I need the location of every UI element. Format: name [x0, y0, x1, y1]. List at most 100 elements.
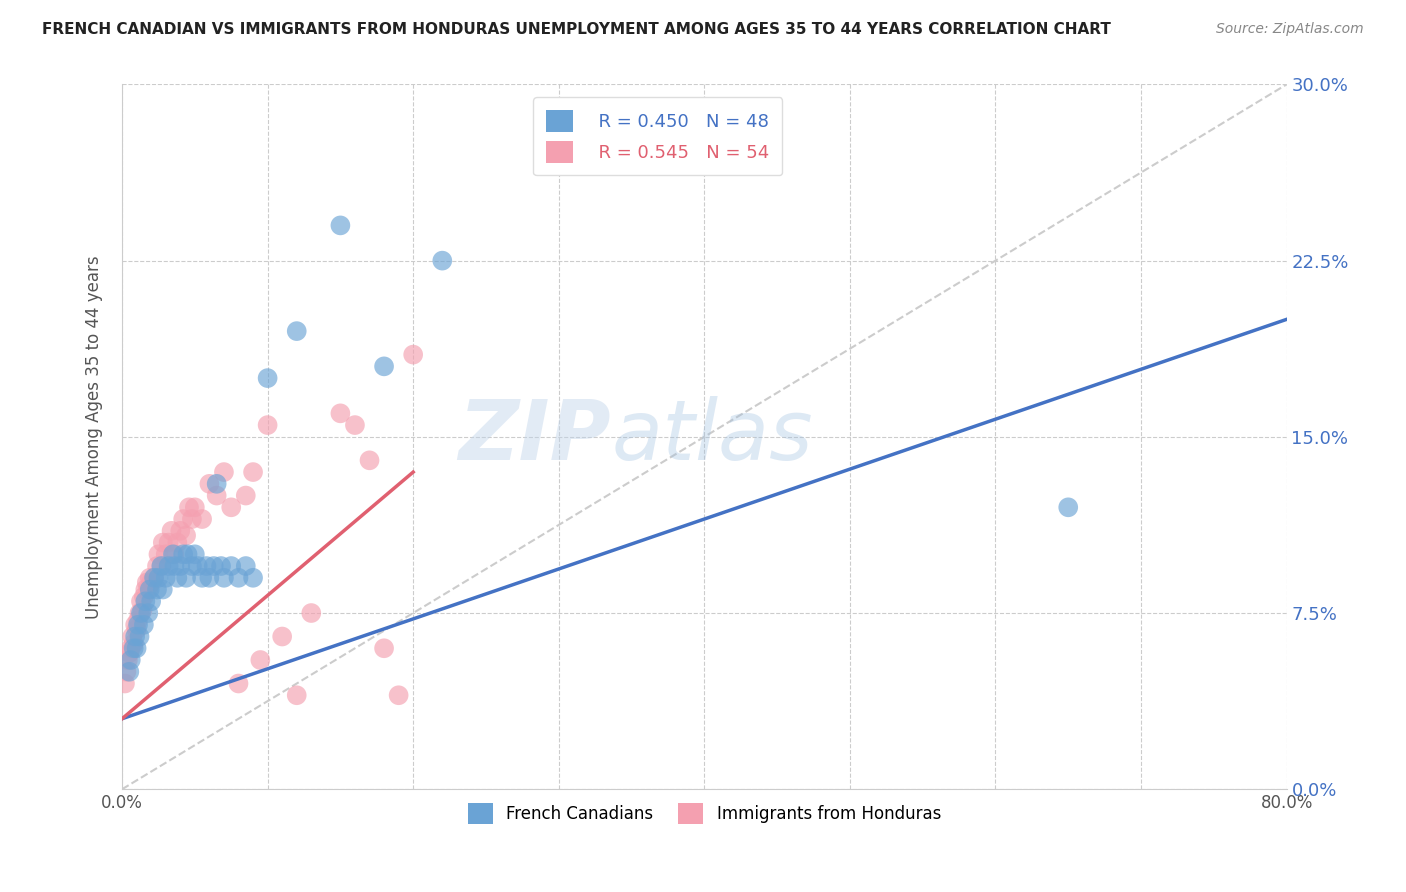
Point: [174, 571, 197, 585]
Point: [143, 571, 166, 585]
Point: [181, 559, 204, 574]
Point: [256, 371, 278, 385]
Point: [187, 559, 209, 574]
Point: [146, 559, 169, 574]
Legend: French Canadians, Immigrants from Honduras: French Canadians, Immigrants from Hondur…: [458, 793, 950, 834]
Point: [128, 606, 150, 620]
Point: [135, 575, 157, 590]
Point: [202, 559, 225, 574]
Point: [271, 630, 294, 644]
Point: [249, 653, 271, 667]
Point: [118, 646, 141, 660]
Point: [127, 617, 149, 632]
Point: [174, 528, 197, 542]
Point: [242, 465, 264, 479]
Text: ZIP: ZIP: [458, 396, 612, 477]
Point: [132, 590, 155, 604]
Point: [402, 348, 425, 362]
Point: [115, 665, 138, 679]
Point: [169, 559, 191, 574]
Point: [219, 500, 242, 515]
Point: [212, 465, 235, 479]
Point: [169, 524, 191, 538]
Point: [191, 512, 214, 526]
Point: [163, 559, 186, 574]
Point: [143, 571, 166, 585]
Point: [129, 594, 152, 608]
Point: [150, 559, 173, 574]
Point: [122, 636, 145, 650]
Point: [209, 559, 232, 574]
Point: [212, 571, 235, 585]
Point: [285, 324, 308, 338]
Point: [117, 653, 139, 667]
Point: [128, 630, 150, 644]
Point: [181, 512, 204, 526]
Point: [121, 630, 143, 644]
Point: [388, 688, 411, 702]
Point: [166, 571, 188, 585]
Point: [432, 253, 454, 268]
Point: [134, 582, 156, 597]
Point: [198, 571, 221, 585]
Point: [152, 582, 174, 597]
Point: [373, 641, 395, 656]
Point: [136, 582, 159, 597]
Point: [155, 547, 177, 561]
Point: [136, 606, 159, 620]
Text: FRENCH CANADIAN VS IMMIGRANTS FROM HONDURAS UNEMPLOYMENT AMONG AGES 35 TO 44 YEA: FRENCH CANADIAN VS IMMIGRANTS FROM HONDU…: [42, 22, 1111, 37]
Point: [152, 535, 174, 549]
Point: [141, 594, 163, 608]
Point: [125, 641, 148, 656]
Y-axis label: Unemployment Among Ages 35 to 44 years: Unemployment Among Ages 35 to 44 years: [86, 255, 103, 619]
Point: [122, 641, 145, 656]
Point: [160, 524, 183, 538]
Point: [150, 559, 173, 574]
Point: [329, 219, 352, 233]
Point: [547, 101, 569, 115]
Point: [235, 489, 257, 503]
Point: [184, 547, 207, 561]
Point: [148, 571, 170, 585]
Point: [1057, 500, 1080, 515]
Point: [205, 489, 228, 503]
Point: [166, 535, 188, 549]
Point: [132, 617, 155, 632]
Text: Source: ZipAtlas.com: Source: ZipAtlas.com: [1216, 22, 1364, 37]
Point: [184, 500, 207, 515]
Point: [125, 623, 148, 637]
Point: [285, 688, 308, 702]
Point: [131, 604, 153, 618]
Point: [299, 606, 322, 620]
Point: [228, 676, 250, 690]
Point: [141, 575, 163, 590]
Point: [138, 582, 160, 597]
Point: [219, 559, 242, 574]
Point: [146, 582, 169, 597]
Point: [191, 571, 214, 585]
Point: [114, 676, 136, 690]
Point: [120, 653, 142, 667]
Point: [138, 571, 160, 585]
Text: atlas: atlas: [612, 396, 813, 477]
Point: [177, 500, 200, 515]
Point: [176, 547, 198, 561]
Point: [134, 594, 156, 608]
Point: [127, 613, 149, 627]
Point: [129, 606, 152, 620]
Point: [163, 547, 186, 561]
Point: [242, 571, 264, 585]
Point: [120, 641, 142, 656]
Point: [172, 512, 194, 526]
Point: [256, 418, 278, 433]
Point: [205, 476, 228, 491]
Point: [172, 547, 194, 561]
Point: [359, 453, 381, 467]
Point: [124, 630, 146, 644]
Point: [124, 617, 146, 632]
Point: [155, 571, 177, 585]
Point: [228, 571, 250, 585]
Point: [195, 559, 218, 574]
Point: [235, 559, 257, 574]
Point: [343, 418, 366, 433]
